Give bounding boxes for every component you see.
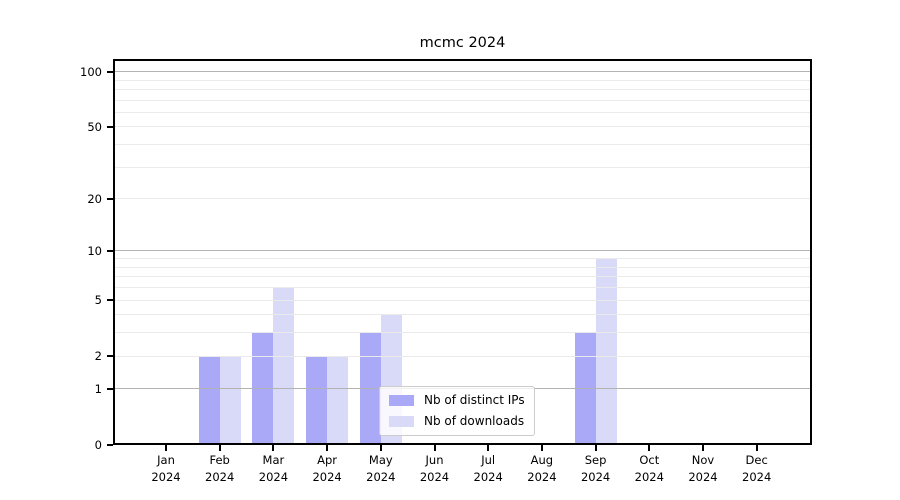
x-tick-label-sep: Sep 2024: [561, 452, 631, 486]
y-tick-mark-5: [107, 299, 113, 302]
bar-ips-apr: [306, 356, 328, 445]
minor-gridline-70: [113, 99, 812, 101]
x-tick-year: 2024: [527, 470, 557, 484]
bar-ips-feb: [198, 356, 220, 445]
minor-gridline-8: [113, 266, 812, 268]
chart-title: mcmc 2024: [419, 35, 506, 51]
x-tick-mark-jun: [433, 445, 436, 451]
minor-gridline-30: [113, 166, 812, 168]
x-tick-year: 2024: [634, 470, 664, 484]
x-tick-label-aug: Aug 2024: [507, 452, 577, 486]
y-tick-label-100: 100: [80, 64, 102, 79]
minor-gridline-7: [113, 276, 812, 278]
legend-label-distinct-ips: Nb of distinct IPs: [424, 393, 525, 407]
legend-item-distinct-ips: Nb of distinct IPs: [389, 392, 525, 408]
y-tick-label-50: 50: [87, 119, 102, 134]
x-tick-label-jan: Jan 2024: [131, 452, 201, 486]
x-tick-mark-jul: [487, 445, 490, 451]
x-tick-mark-aug: [540, 445, 543, 451]
x-tick-mark-jan: [165, 445, 167, 451]
x-tick-mark-oct: [648, 445, 651, 451]
x-tick-month: Nov: [691, 453, 715, 467]
y-tick-label-1: 1: [94, 381, 102, 396]
x-tick-year: 2024: [312, 470, 342, 484]
x-tick-year: 2024: [205, 470, 235, 484]
x-tick-month: May: [368, 453, 393, 467]
x-tick-mark-sep: [594, 445, 597, 451]
x-tick-year: 2024: [688, 470, 718, 484]
y-tick-label-20: 20: [87, 191, 102, 206]
x-tick-mark-apr: [326, 445, 329, 451]
major-gridline-10: [113, 250, 812, 252]
legend-swatch-distinct-ips: [389, 394, 414, 406]
x-tick-year: 2024: [151, 470, 181, 484]
y-tick-mark-20: [107, 197, 113, 200]
legend-item-downloads: Nb of downloads: [389, 413, 525, 429]
y-tick-mark-50: [107, 125, 113, 128]
x-tick-month: Dec: [745, 453, 768, 467]
x-tick-year: 2024: [366, 470, 396, 484]
x-tick-month: Feb: [209, 453, 230, 467]
bar-downloads-feb: [219, 356, 241, 445]
minor-gridline-3: [113, 332, 812, 334]
x-tick-month: Jun: [425, 453, 444, 467]
x-tick-label-mar: Mar 2024: [238, 452, 308, 486]
minor-gridline-20: [113, 198, 812, 200]
grid-layer: [113, 59, 812, 445]
x-tick-mark-mar: [272, 445, 275, 451]
y-tick-label-5: 5: [94, 293, 102, 308]
x-tick-mark-may: [379, 445, 382, 451]
x-tick-month: Apr: [317, 453, 338, 467]
y-tick-mark-2: [107, 355, 113, 358]
minor-gridline-2: [113, 355, 812, 357]
x-tick-month: Oct: [639, 453, 660, 467]
x-tick-label-jun: Jun 2024: [400, 452, 470, 486]
x-tick-year: 2024: [258, 470, 289, 484]
minor-gridline-6: [113, 287, 812, 289]
x-tick-month: Mar: [262, 453, 285, 467]
minor-gridline-60: [113, 111, 812, 113]
y-tick-label-10: 10: [87, 243, 102, 258]
minor-gridline-5: [113, 299, 812, 301]
x-tick-label-jul: Jul 2024: [453, 452, 523, 486]
minor-gridline-9: [113, 258, 812, 260]
minor-gridline-4: [113, 314, 812, 316]
x-tick-year: 2024: [419, 470, 450, 484]
y-tick-mark-1: [107, 387, 113, 390]
legend: Nb of distinct IPs Nb of downloads: [379, 386, 535, 436]
x-tick-year: 2024: [580, 470, 611, 484]
x-tick-label-may: May 2024: [346, 452, 416, 486]
x-tick-year: 2024: [742, 470, 772, 484]
legend-swatch-downloads: [389, 415, 414, 427]
x-tick-month: Jul: [481, 453, 496, 467]
x-tick-month: Jan: [157, 453, 175, 467]
x-tick-label-nov: Nov 2024: [668, 452, 738, 486]
major-gridline-100: [113, 71, 812, 73]
y-tick-mark-0: [107, 444, 113, 446]
bar-downloads-sep: [595, 258, 617, 445]
x-tick-month: Aug: [530, 453, 554, 467]
x-tick-label-oct: Oct 2024: [614, 452, 684, 486]
x-tick-mark-feb: [218, 445, 221, 451]
x-tick-mark-dec: [755, 445, 758, 451]
x-tick-label-feb: Feb 2024: [185, 452, 255, 486]
x-tick-mark-nov: [702, 445, 704, 451]
y-tick-label-0: 0: [94, 438, 102, 452]
bar-downloads-mar: [273, 287, 295, 445]
minor-gridline-40: [113, 144, 812, 146]
x-tick-label-apr: Apr 2024: [292, 452, 362, 486]
bar-downloads-apr: [327, 356, 349, 445]
minor-gridline-80: [113, 88, 812, 90]
minor-gridline-90: [113, 79, 812, 81]
x-tick-month: Sep: [584, 453, 607, 467]
minor-gridline-50: [113, 126, 812, 128]
y-tick-mark-100: [107, 70, 113, 73]
y-tick-mark-10: [107, 249, 113, 252]
legend-label-downloads: Nb of downloads: [424, 414, 525, 428]
x-tick-year: 2024: [473, 470, 503, 484]
x-tick-label-dec: Dec 2024: [722, 452, 792, 486]
plot-area: Nb of distinct IPs Nb of downloads: [113, 59, 812, 445]
y-tick-label-2: 2: [94, 349, 102, 364]
